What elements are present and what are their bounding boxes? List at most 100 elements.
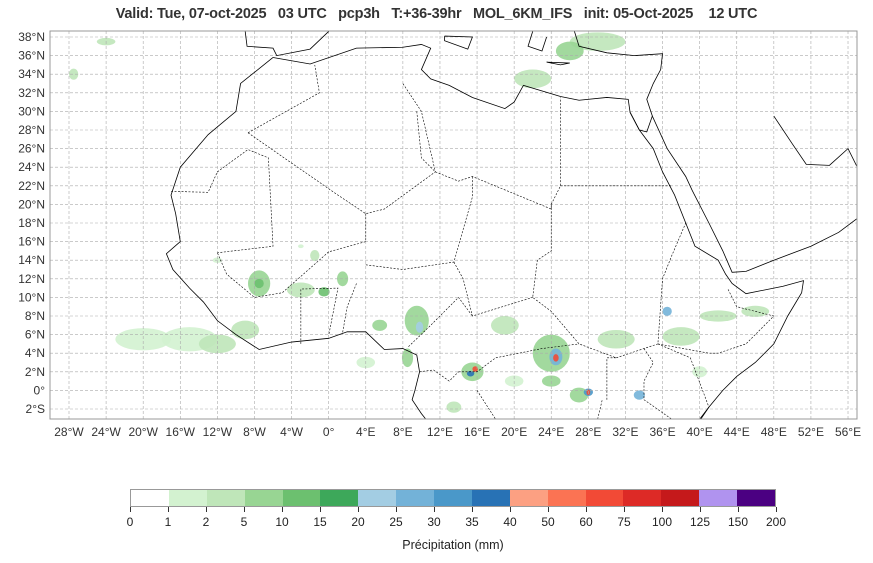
lat-label: 4°N: [25, 346, 45, 360]
colorbar-tick-label: 1: [164, 515, 172, 529]
precipitation-map: 38°N 36°N 34°N 32°N 30°N 28°N 26°N 24°N 22°N 20°N…: [18, 30, 861, 439]
precip-area: [310, 249, 320, 262]
coastline: [699, 406, 710, 419]
lat-label: 18°N: [18, 216, 45, 230]
lon-label: 16°W: [166, 425, 196, 439]
map-frame: [49, 30, 858, 420]
colorbar-tick-label: 200: [765, 515, 787, 529]
precip-area: [514, 69, 552, 89]
colorbar-tick-mark: [700, 507, 701, 512]
colorbar-tick-mark: [624, 507, 625, 512]
lon-label: 12°W: [203, 425, 233, 439]
colorbar-tick-mark: [282, 507, 283, 512]
colorbar-tick-label: 125: [689, 515, 711, 529]
precip-area: [662, 327, 700, 346]
colorbar-swatch: [623, 490, 662, 506]
precip-area: [597, 329, 635, 349]
country-border: [342, 283, 357, 333]
map-title: Valid: Tue, 07-oct-2025 03 UTC pcp3h T:+…: [115, 6, 758, 22]
coastline: [773, 115, 857, 168]
colorbar-tick-label: 15: [313, 515, 327, 529]
lon-label: 4°E: [356, 425, 375, 439]
colorbar-label: Précipitation (mm): [402, 538, 504, 552]
colorbar-tick-label: 50: [541, 515, 555, 529]
colorbar-tick-mark: [510, 507, 511, 512]
lat-label: 2°N: [25, 365, 45, 379]
colorbar-swatch: [282, 490, 321, 506]
lon-label: 36°E: [649, 425, 675, 439]
country-border: [419, 369, 459, 382]
colorbar-swatch: [131, 490, 169, 506]
colorbar-tick-label: 2: [202, 515, 210, 529]
precip-area: [415, 321, 424, 333]
coastline: [574, 31, 663, 117]
precip-area: [633, 390, 645, 400]
graticule: [50, 31, 857, 419]
precip-area: [254, 278, 264, 289]
colorbar-tick-mark: [434, 507, 435, 512]
lat-label: 10°N: [18, 290, 45, 304]
colorbar-swatch: [509, 490, 548, 506]
precip-area: [298, 244, 304, 249]
lon-label: 56°E: [835, 425, 861, 439]
precip-area: [446, 401, 462, 413]
precip-area: [69, 68, 79, 80]
colorbar-tick-mark: [586, 507, 587, 512]
lat-label: 32°N: [18, 86, 45, 100]
coastline: [546, 61, 570, 66]
lon-label: 24°E: [538, 425, 564, 439]
precip-area: [569, 387, 589, 403]
colorbar-swatch: [585, 490, 624, 506]
country-border: [300, 287, 339, 344]
lat-label: 22°N: [18, 179, 45, 193]
precip-area: [231, 320, 260, 340]
country-border: [247, 83, 436, 215]
lon-label: 24°W: [91, 425, 121, 439]
precip-area: [318, 287, 330, 297]
precip-area: [699, 310, 737, 322]
precip-area: [401, 348, 414, 368]
precip-area: [372, 319, 388, 331]
country-border: [458, 343, 580, 373]
lat-label: 2°S: [26, 402, 45, 416]
colorbar-tick-mark: [130, 507, 131, 512]
precip-area: [466, 370, 475, 377]
lon-label: 40°E: [687, 425, 713, 439]
country-border: [643, 348, 672, 419]
colorbar-swatch: [168, 490, 207, 506]
lon-label: 0°: [323, 425, 335, 439]
colorbar-tick-label: 30: [427, 515, 441, 529]
lat-label: 0°: [34, 383, 46, 397]
precip-area: [553, 354, 559, 362]
colorbar-swatch: [547, 490, 586, 506]
country-border: [532, 204, 686, 359]
colorbar-tick-mark: [738, 507, 739, 512]
precipitation-layer: [69, 32, 770, 413]
lat-label: 12°N: [18, 272, 45, 286]
lon-label: 20°E: [501, 425, 527, 439]
precip-area: [490, 316, 519, 335]
colorbar-tick-mark: [548, 507, 549, 512]
precip-area: [115, 328, 172, 351]
lon-label: 8°E: [393, 425, 412, 439]
colorbar-tick-label: 40: [503, 515, 517, 529]
coastline: [244, 31, 329, 57]
country-border: [217, 213, 367, 298]
coastline: [444, 35, 473, 50]
coastline: [272, 44, 804, 419]
country-border: [408, 296, 473, 347]
country-border: [657, 343, 710, 408]
colorbar-tick-mark: [776, 507, 777, 512]
lon-label: 28°W: [54, 425, 84, 439]
colorbar-tick-mark: [244, 507, 245, 512]
colorbar-swatch: [699, 490, 737, 506]
colorbar-tick-mark: [662, 507, 663, 512]
lat-label: 16°N: [18, 235, 45, 249]
lat-label: 20°N: [18, 197, 45, 211]
lon-label: 48°E: [761, 425, 787, 439]
lat-label: 36°N: [18, 49, 45, 63]
lat-label: 26°N: [18, 142, 45, 156]
country-border: [171, 149, 274, 254]
colorbar-swatch: [206, 490, 245, 506]
lon-label: 44°E: [724, 425, 750, 439]
